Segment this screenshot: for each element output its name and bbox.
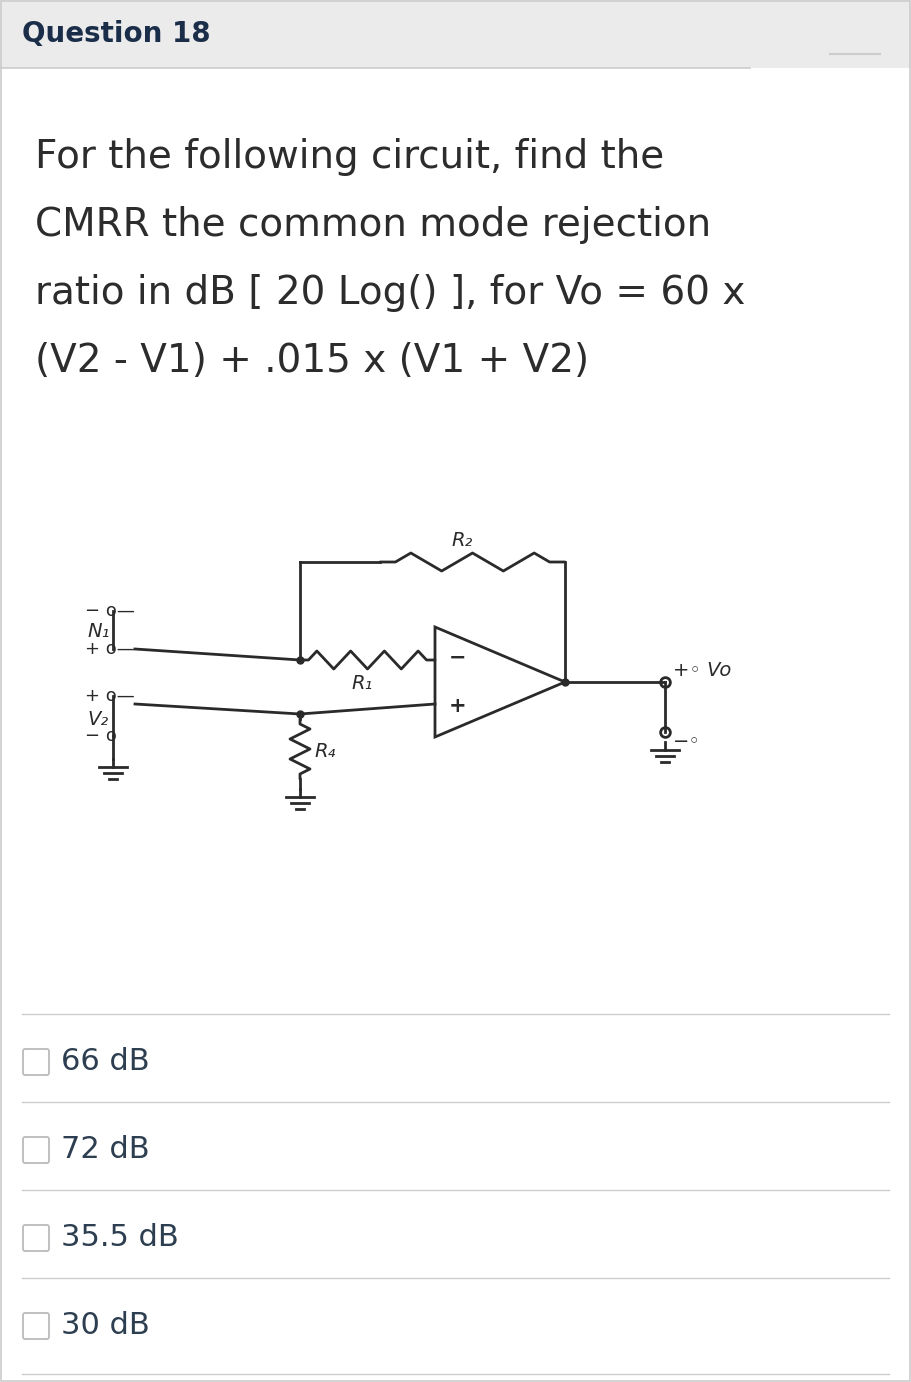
FancyBboxPatch shape (23, 1049, 49, 1075)
Text: Question 18: Question 18 (22, 19, 210, 48)
Text: − o—: − o— (85, 603, 135, 621)
Text: CMRR the common mode rejection: CMRR the common mode rejection (35, 206, 711, 245)
FancyBboxPatch shape (23, 1224, 49, 1251)
Text: R₁: R₁ (352, 674, 374, 692)
Text: 30 dB: 30 dB (61, 1312, 149, 1341)
Text: (V2 - V1) + .015 x (V1 + V2): (V2 - V1) + .015 x (V1 + V2) (35, 341, 589, 380)
Text: V₂: V₂ (87, 709, 108, 728)
Text: 35.5 dB: 35.5 dB (61, 1223, 179, 1252)
Text: +: + (449, 697, 466, 716)
Text: + o—: + o— (85, 640, 135, 658)
Text: ratio in dB [ 20 Log() ], for Vo = 60 x: ratio in dB [ 20 Log() ], for Vo = 60 x (35, 274, 745, 312)
Text: R₂: R₂ (452, 531, 473, 550)
Text: +◦ Vo: +◦ Vo (673, 661, 732, 680)
Text: R₄: R₄ (314, 742, 335, 761)
Bar (0, 0, 911, 68)
FancyBboxPatch shape (23, 1137, 49, 1164)
Text: −: − (449, 648, 466, 668)
Text: + o—: + o— (85, 687, 135, 705)
Text: 72 dB: 72 dB (61, 1136, 149, 1165)
Text: −◦: −◦ (673, 732, 701, 752)
Text: 66 dB: 66 dB (61, 1048, 149, 1077)
FancyBboxPatch shape (23, 1313, 49, 1339)
Text: − o: − o (85, 727, 117, 745)
Text: For the following circuit, find the: For the following circuit, find the (35, 138, 664, 176)
Text: N₁: N₁ (87, 622, 109, 640)
